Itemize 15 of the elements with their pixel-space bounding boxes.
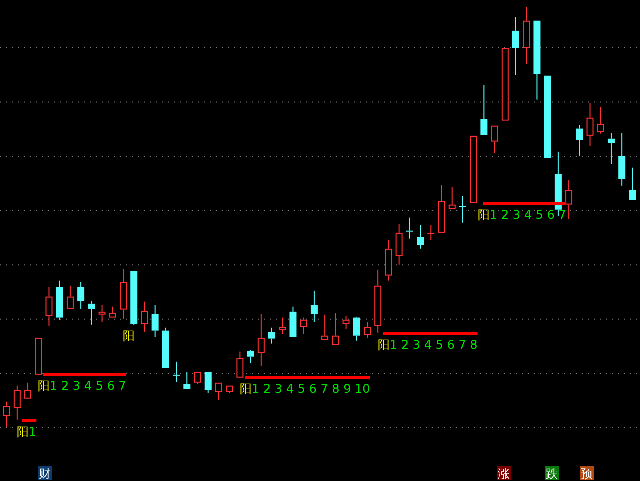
annotation: 涨 <box>497 466 511 481</box>
annotation: 阳1 2 3 4 5 6 7 8 9 10 <box>240 382 370 396</box>
annotation: 财 <box>38 466 52 481</box>
annotation: 阳 <box>123 329 135 343</box>
annotation: 阳1 <box>17 420 37 439</box>
annotation: 跌 <box>545 466 559 481</box>
annotation: 阳1 2 3 4 5 6 7 8 <box>378 338 478 352</box>
annotation: 阳1 2 3 4 5 6 7 <box>38 379 126 393</box>
annotation: 阳1 2 3 4 5 6 7 <box>478 208 566 222</box>
annotation: 阳1 <box>17 425 37 439</box>
annotation: 阳1 2 3 4 5 6 7 <box>478 202 566 222</box>
annotation: 阳1 2 3 4 5 6 7 <box>38 374 126 393</box>
annotation: 预 <box>580 466 594 481</box>
annotation: 阳1 2 3 4 5 6 7 8 <box>378 332 478 352</box>
annotation: 阳1 2 3 4 5 6 7 8 9 10 <box>240 376 370 396</box>
